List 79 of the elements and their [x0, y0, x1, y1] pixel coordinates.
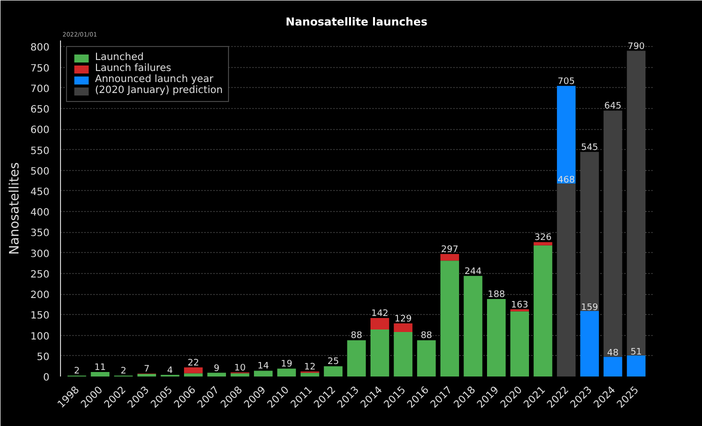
- bar: [417, 340, 436, 376]
- total-label: 19: [280, 360, 293, 370]
- total-label: 2: [120, 366, 126, 377]
- total-label: 22: [188, 358, 200, 368]
- bar: [580, 152, 599, 311]
- total-label: 545: [580, 142, 598, 153]
- total-label: 12: [304, 362, 316, 373]
- data-label: 159: [580, 302, 598, 313]
- total-label: 790: [628, 42, 646, 52]
- y-tick-label: 600: [30, 125, 50, 136]
- total-label: 705: [558, 76, 575, 87]
- y-tick-label: 350: [30, 228, 50, 240]
- bar: [626, 355, 646, 376]
- bar: [207, 372, 226, 376]
- y-tick-label: 100: [30, 331, 50, 342]
- chart-title: Nanosatellite launches: [286, 16, 428, 28]
- total-label: 10: [234, 363, 246, 374]
- bar: [534, 245, 552, 376]
- total-label: 25: [327, 357, 339, 368]
- y-tick-label: 200: [30, 290, 50, 302]
- y-tick-label: 250: [30, 269, 50, 280]
- bar: [580, 310, 599, 376]
- total-label: 7: [144, 364, 150, 375]
- y-tick-label: 800: [30, 42, 50, 54]
- legend-label: Announced launch year: [95, 74, 214, 85]
- y-tick-label: 0: [43, 372, 50, 384]
- total-label: 14: [258, 362, 270, 372]
- y-tick-label: 750: [30, 63, 50, 74]
- bar: [184, 373, 203, 376]
- bar: [487, 298, 506, 376]
- bar: [464, 276, 482, 376]
- total-label: 645: [604, 102, 622, 112]
- data-label: 468: [558, 176, 576, 186]
- bar: [230, 373, 250, 376]
- bar: [604, 356, 622, 376]
- bar: [534, 242, 552, 246]
- total-label: 326: [534, 233, 552, 244]
- bar: [277, 368, 296, 376]
- legend-label: (2020 January) prediction: [95, 85, 223, 96]
- bar: [440, 260, 460, 376]
- bar: [370, 330, 390, 376]
- y-tick-label: 700: [30, 84, 50, 95]
- bar: [254, 370, 273, 376]
- bar: [440, 254, 460, 261]
- y-tick-label: 550: [30, 146, 50, 157]
- y-tick-label: 650: [30, 104, 50, 116]
- total-label: 188: [488, 290, 506, 300]
- bar: [394, 332, 412, 376]
- y-tick-label: 50: [36, 352, 50, 363]
- total-label: 11: [94, 362, 106, 373]
- total-label: 129: [394, 314, 412, 324]
- bar: [347, 340, 366, 376]
- bar: [324, 366, 343, 376]
- y-tick-label: 150: [30, 310, 50, 322]
- total-label: 88: [350, 331, 362, 342]
- data-label: 48: [607, 348, 619, 359]
- total-label: 2: [74, 366, 80, 377]
- bar: [184, 367, 203, 374]
- total-label: 4: [167, 366, 174, 376]
- y-tick-label: 300: [30, 248, 50, 260]
- total-label: 297: [441, 245, 458, 256]
- bar: [300, 372, 320, 376]
- legend-label: Launched: [95, 52, 144, 63]
- legend-label: Launch failures: [95, 63, 172, 74]
- bar: [394, 323, 412, 332]
- data-label: 51: [630, 347, 642, 358]
- bar: [510, 311, 529, 376]
- y-tick-label: 450: [30, 186, 50, 198]
- y-tick-label: 400: [30, 208, 50, 219]
- bar: [370, 318, 390, 330]
- total-label: 163: [511, 300, 528, 310]
- total-label: 142: [371, 308, 388, 319]
- y-axis-title: Nanosatellites: [7, 162, 22, 255]
- y-tick-label: 500: [30, 166, 50, 178]
- total-label: 244: [464, 266, 482, 277]
- bar: [90, 372, 110, 376]
- total-label: 88: [420, 331, 432, 342]
- total-label: 9: [214, 364, 220, 374]
- bar: [556, 86, 576, 184]
